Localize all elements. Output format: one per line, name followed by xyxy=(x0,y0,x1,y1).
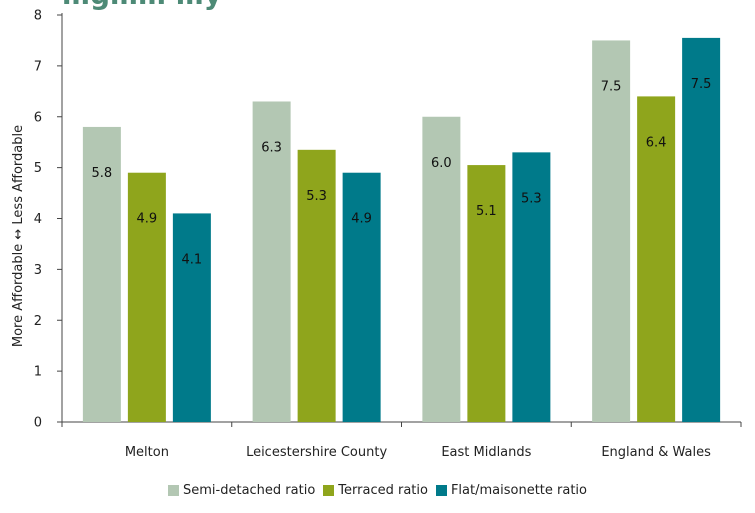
y-tick-label: 0 xyxy=(34,416,42,431)
tick-labels: 0 1 2 3 4 5 6 7 8 Melton Leicestershire County East… xyxy=(34,9,711,461)
bar xyxy=(512,152,551,423)
legend-label-flat-maisonette: Flat/maisonette ratio xyxy=(450,483,587,498)
legend-swatch-semi-detached xyxy=(168,485,179,496)
chart-legend: Semi-detached ratio Terraced ratio Flat/… xyxy=(0,483,755,498)
y-tick-label: 7 xyxy=(34,59,42,74)
legend-swatch-terraced xyxy=(323,485,335,496)
y-axis-label: More Affordable ↔ Less Affordable xyxy=(11,125,26,347)
data-label: 5.1 xyxy=(476,204,497,219)
y-tick-label: 1 xyxy=(34,365,42,380)
legend-swatch-flat-maisonette xyxy=(435,485,447,496)
legend-item-flat-maisonette: Flat/maisonette ratio xyxy=(435,483,587,498)
bar xyxy=(637,96,676,423)
y-tick-label: 5 xyxy=(34,161,42,176)
bar xyxy=(127,172,166,422)
x-tick-label: East Midlands xyxy=(441,445,531,460)
y-tick-label: 2 xyxy=(34,314,42,329)
legend-item-semi-detached: Semi-detached ratio xyxy=(168,483,315,498)
bar xyxy=(252,101,291,423)
bar xyxy=(342,172,381,422)
bar xyxy=(592,40,631,422)
legend-label-semi-detached: Semi-detached ratio xyxy=(183,483,316,498)
x-tick-label: Leicestershire County xyxy=(246,445,387,460)
y-tick-label: 4 xyxy=(34,212,42,227)
data-label: 6.4 xyxy=(646,135,667,150)
bar xyxy=(422,116,461,422)
data-label: 6.3 xyxy=(261,140,282,155)
bar xyxy=(297,149,336,422)
data-label: 7.5 xyxy=(691,77,712,92)
x-tick-label: England & Wales xyxy=(601,445,711,460)
data-label: 5.3 xyxy=(521,191,542,206)
data-label: 7.5 xyxy=(601,79,622,94)
legend-label-terraced: Terraced ratio xyxy=(338,483,428,498)
y-tick-label: 8 xyxy=(34,9,42,24)
chart-title: …g…… …y xyxy=(62,0,222,11)
bar xyxy=(172,213,211,422)
data-label: 4.9 xyxy=(351,212,372,227)
data-label: 5.8 xyxy=(92,166,113,181)
data-label: 4.9 xyxy=(137,212,158,227)
data-label: 5.3 xyxy=(306,189,327,204)
legend-item-terraced: Terraced ratio xyxy=(323,483,428,498)
data-labels: 5.8 6.3 6.0 7.5 4.9 5.3 5.1 6.4 4.1 4.9 5.3 7.5 xyxy=(92,77,712,268)
x-tick-label: Melton xyxy=(125,445,169,460)
y-tick-label: 3 xyxy=(34,263,42,278)
bar xyxy=(467,165,506,423)
bar xyxy=(82,126,121,423)
bars xyxy=(82,37,721,423)
bar xyxy=(682,37,721,423)
data-label: 6.0 xyxy=(431,156,452,171)
y-tick-label: 6 xyxy=(34,110,42,125)
data-label: 4.1 xyxy=(182,252,203,267)
